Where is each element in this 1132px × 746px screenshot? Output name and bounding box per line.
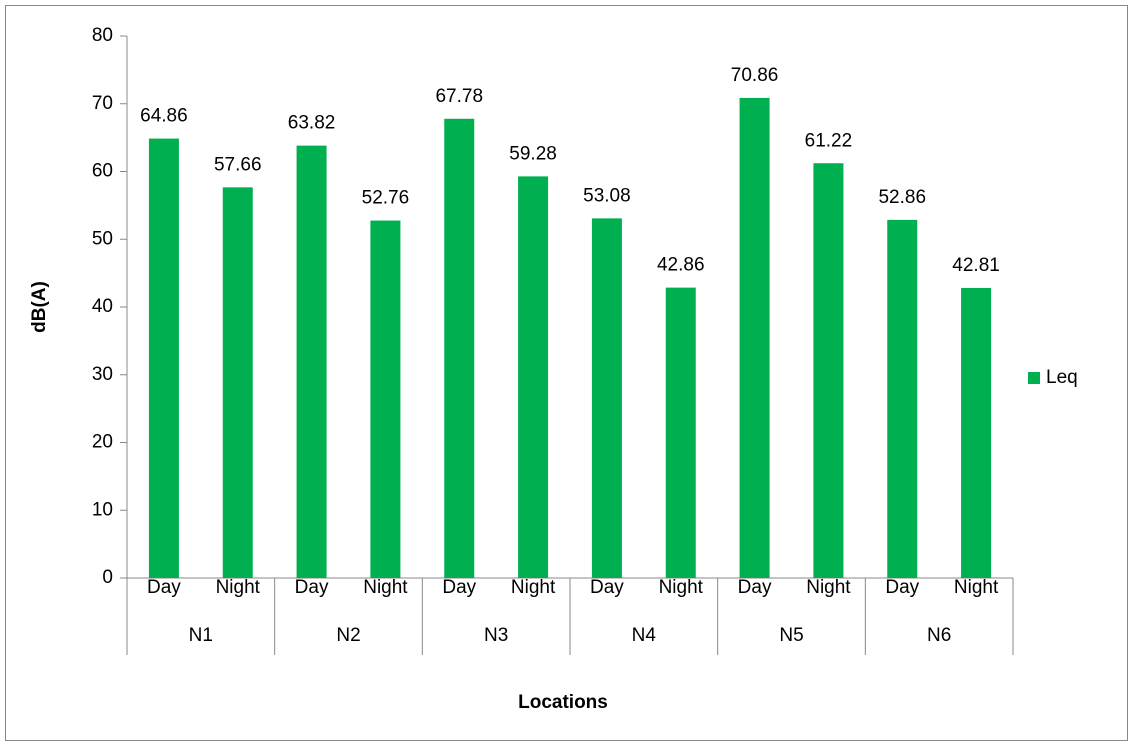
data-label: 59.28 [509,143,557,164]
x-tick-label: Day [147,577,181,598]
data-label: 61.22 [805,130,853,151]
bar [296,145,327,578]
y-tick-label: 20 [92,432,113,453]
x-tick-label: Day [738,577,772,598]
x-tick-label: Day [295,577,329,598]
x-tick-label: Night [363,577,408,598]
chart-border [5,5,1128,741]
x-tick-label: Night [659,577,704,598]
bar [887,219,918,578]
y-tick-label: 40 [92,296,113,317]
data-label: 63.82 [288,113,336,134]
bar [591,218,622,578]
data-label: 70.86 [731,65,779,86]
bar [444,118,475,578]
y-tick-label: 60 [92,161,113,182]
data-label: 52.86 [878,187,926,208]
x-tick-label: Night [511,577,556,598]
bar [961,287,992,578]
x-tick-label: Night [954,577,999,598]
y-tick-label: 0 [102,567,113,588]
bar [518,176,549,579]
y-axis-label: dB(A) [29,281,50,333]
bar [739,97,770,579]
bar [222,187,253,578]
group-label: N1 [189,625,213,646]
x-axis-label: Locations [518,692,608,713]
data-label: 52.76 [362,188,410,209]
group-label: N3 [484,625,508,646]
data-label: 42.81 [952,255,1000,276]
group-label: N2 [336,625,360,646]
legend-swatch [1028,372,1040,384]
group-label: N6 [927,625,951,646]
y-tick-label: 50 [92,228,113,249]
x-tick-label: Day [442,577,476,598]
y-tick-label: 10 [92,499,113,520]
x-tick-label: Night [216,577,261,598]
data-label: 42.86 [657,255,705,276]
bar [370,220,401,578]
bar [665,287,696,578]
y-tick-label: 80 [92,25,113,46]
group-label: N5 [779,625,803,646]
legend-label: Leq [1046,367,1078,388]
y-tick-label: 70 [92,93,113,114]
group-label: N4 [632,625,657,646]
data-label: 64.86 [140,106,188,127]
bar [813,163,844,578]
x-tick-label: Day [885,577,919,598]
data-label: 67.78 [435,86,483,107]
x-tick-label: Day [590,577,624,598]
x-tick-label: Night [806,577,851,598]
data-label: 57.66 [214,154,262,175]
data-label: 53.08 [583,185,631,206]
y-tick-label: 30 [92,364,113,385]
bar [148,138,179,579]
